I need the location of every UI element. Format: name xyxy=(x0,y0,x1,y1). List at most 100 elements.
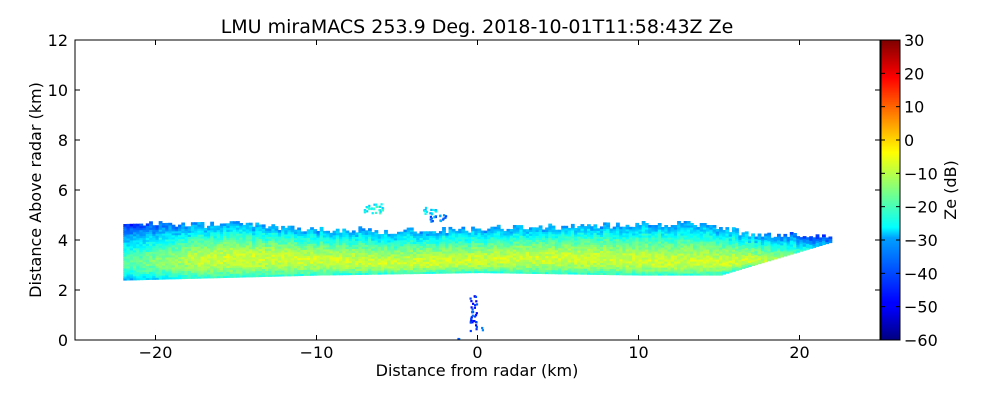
ze-cell xyxy=(603,264,607,267)
ze-cell xyxy=(683,253,688,256)
ze-cell xyxy=(493,262,498,266)
ze-cell xyxy=(190,264,195,267)
ze-cell xyxy=(236,239,240,242)
ze-cell xyxy=(551,265,556,269)
ze-cell xyxy=(313,245,318,248)
ze-cell xyxy=(400,247,404,251)
ze-cell xyxy=(158,271,163,274)
ze-cell xyxy=(596,240,601,243)
ze-cell xyxy=(255,250,260,254)
ze-cell xyxy=(699,235,704,238)
ze-cell xyxy=(558,241,562,245)
ze-cell xyxy=(657,243,662,246)
ze-cell xyxy=(306,237,311,240)
ze-cell xyxy=(651,229,656,232)
ze-cell xyxy=(213,263,218,267)
ze-cell xyxy=(596,262,601,265)
ze-cell xyxy=(136,275,140,279)
ze-cell xyxy=(529,229,533,232)
ze-cell xyxy=(158,265,163,268)
ze-cell xyxy=(438,251,443,254)
ze-cell xyxy=(155,241,160,244)
ze-cell xyxy=(680,241,685,244)
ze-cell xyxy=(458,260,462,264)
ze-cell xyxy=(641,221,646,224)
ze-cell xyxy=(561,271,565,275)
ze-cell xyxy=(751,257,755,260)
ze-cell xyxy=(596,238,601,241)
ze-cell xyxy=(123,260,128,263)
ze-cell xyxy=(622,232,627,236)
ze-cell xyxy=(757,241,762,245)
ze-cell xyxy=(123,246,128,249)
ze-cell xyxy=(332,264,337,268)
ze-cell xyxy=(651,233,656,236)
ze-cell xyxy=(516,235,520,238)
ze-cell xyxy=(741,236,746,239)
ze-cell xyxy=(731,237,736,240)
ze-cell xyxy=(168,246,173,250)
ze-cell xyxy=(155,259,160,262)
ze-cell xyxy=(712,251,717,254)
ze-cell xyxy=(281,255,285,259)
ze-cell xyxy=(445,243,450,246)
ze-cell xyxy=(438,245,443,248)
ze-cell xyxy=(216,227,221,231)
ze-cell xyxy=(380,240,385,243)
ze-cell xyxy=(248,244,253,248)
echo-patch-cell xyxy=(471,321,474,324)
ze-cell xyxy=(757,249,762,253)
ze-cell xyxy=(683,223,688,226)
ze-cell xyxy=(751,253,755,256)
ze-cell xyxy=(493,230,498,234)
ze-cell xyxy=(712,237,717,240)
ze-cell xyxy=(558,245,562,249)
ze-cell xyxy=(371,244,375,247)
ze-cell xyxy=(194,236,198,239)
ze-cell xyxy=(139,271,144,275)
ze-cell xyxy=(294,247,298,251)
ze-cell xyxy=(364,246,369,249)
ze-cell xyxy=(181,242,186,246)
ze-cell xyxy=(609,234,614,238)
ze-cell xyxy=(297,247,301,251)
ze-cell xyxy=(702,273,707,276)
ze-cell xyxy=(294,273,298,277)
ze-cell xyxy=(673,267,678,270)
ze-cell xyxy=(158,267,163,270)
ze-cell xyxy=(522,263,527,266)
ze-cell xyxy=(638,271,643,274)
ze-cell xyxy=(690,253,694,256)
ze-cell xyxy=(677,251,681,254)
ze-cell xyxy=(670,269,675,272)
ze-cell xyxy=(677,245,681,248)
ze-cell xyxy=(393,265,398,269)
ze-cell xyxy=(303,251,308,254)
ze-cell xyxy=(522,251,527,254)
ze-cell xyxy=(284,265,289,269)
ze-cell xyxy=(313,265,318,268)
ze-cell xyxy=(699,261,704,264)
ze-cell xyxy=(213,243,218,247)
ze-cell xyxy=(509,259,514,262)
ze-cell xyxy=(419,247,424,250)
ze-cell xyxy=(297,249,301,253)
ze-cell xyxy=(609,270,614,274)
ze-cell xyxy=(764,239,768,243)
ze-cell xyxy=(406,259,411,263)
ze-cell xyxy=(297,251,301,255)
ze-cell xyxy=(500,268,504,272)
ze-cell xyxy=(503,268,508,272)
ze-cell xyxy=(635,266,640,270)
ze-cell xyxy=(574,244,578,247)
ze-cell xyxy=(641,261,646,264)
ze-cell xyxy=(722,254,726,257)
ze-cell xyxy=(265,234,269,237)
ze-cell xyxy=(419,259,424,262)
ze-cell xyxy=(409,243,414,247)
ze-cell xyxy=(670,271,675,274)
ze-cell xyxy=(490,242,495,246)
ze-cell xyxy=(258,266,263,270)
ze-cell xyxy=(155,273,160,276)
ze-cell xyxy=(770,239,775,243)
